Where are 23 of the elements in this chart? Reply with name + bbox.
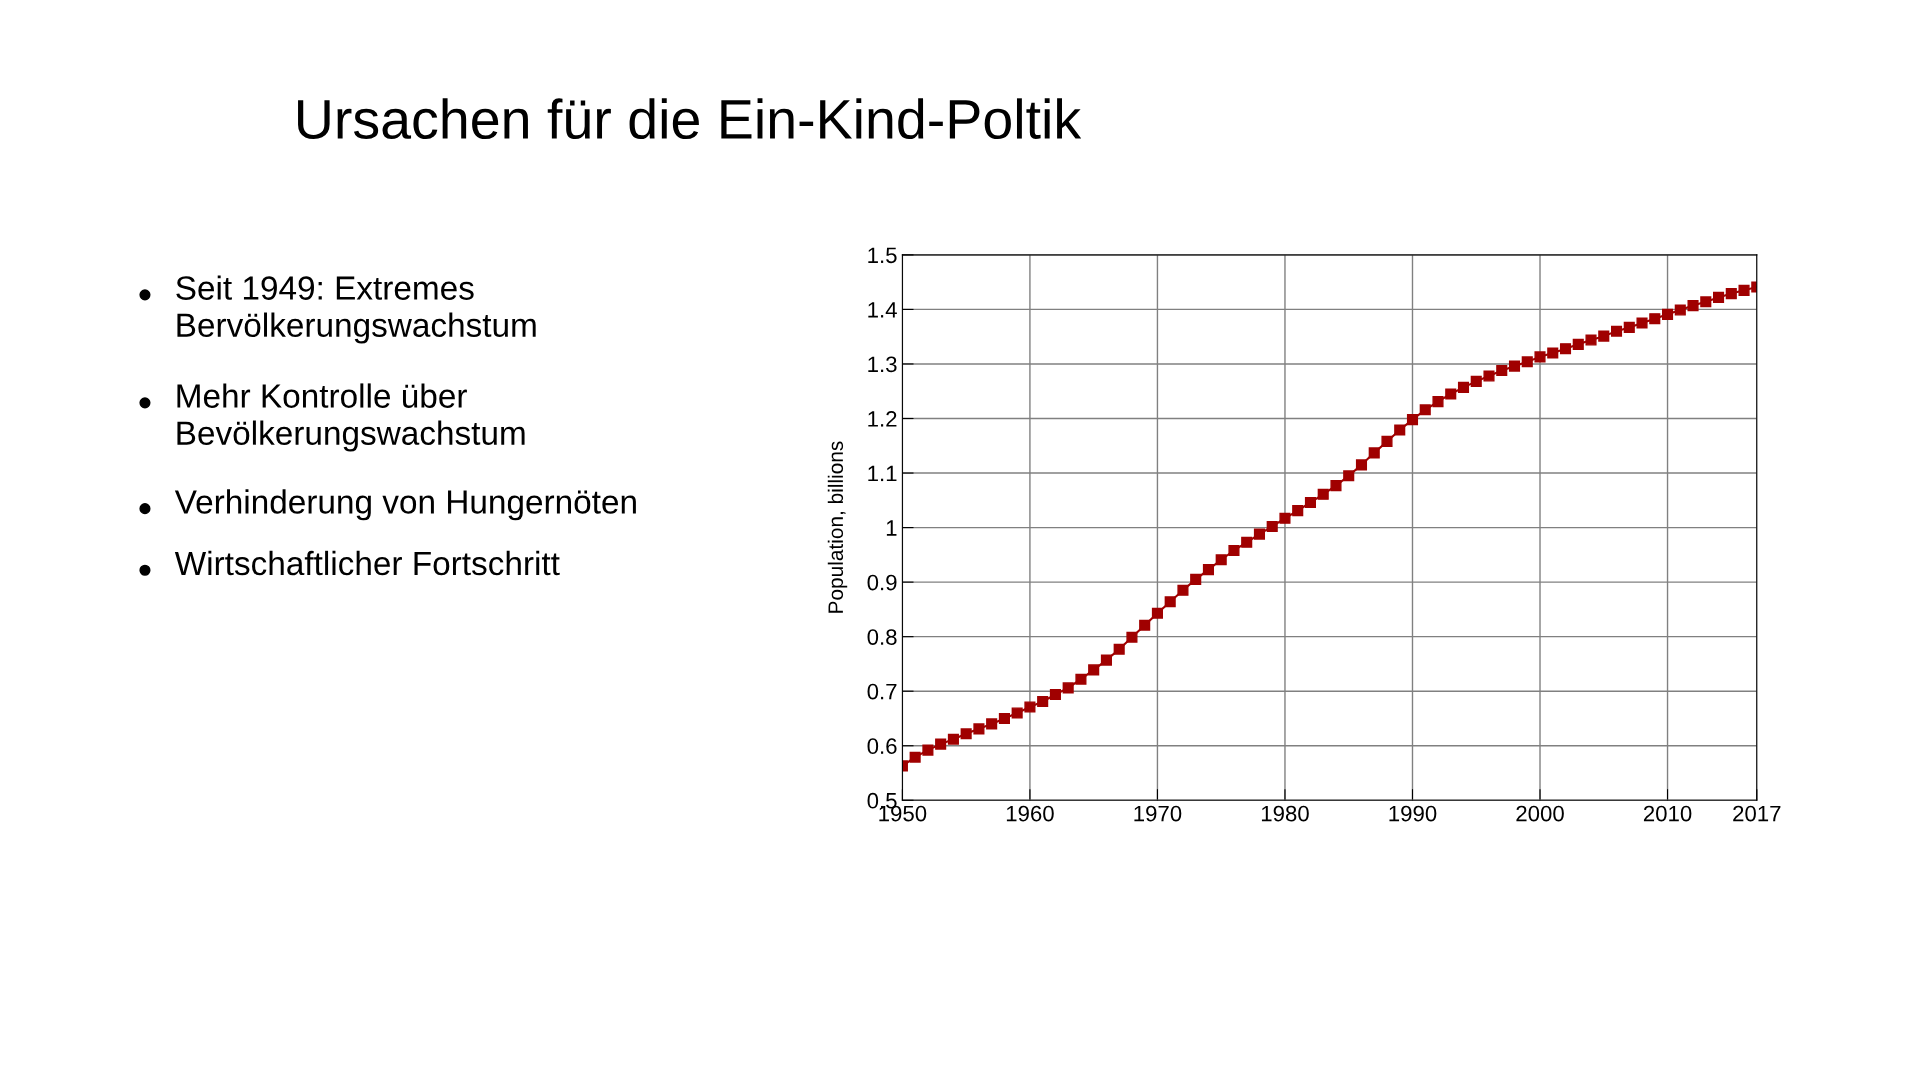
y-tick-label: 0.9 — [867, 574, 897, 591]
y-tick-label: 0.7 — [867, 683, 897, 700]
text: Seit 1949: Extremes Bervölkerungswachstum — [176, 275, 536, 344]
x-tick-label: 1990 — [1389, 805, 1437, 822]
y-tick-label: 1.2 — [868, 411, 897, 427]
text: Mehr Kontrolle über Bevölkerungswachstum — [177, 383, 525, 452]
text: Verhinderung von Hungernöten — [174, 489, 636, 521]
y-axis-title: Population, billions — [827, 441, 848, 613]
x-tick-label: 1980 — [1261, 805, 1309, 822]
x-tick-label: 2000 — [1516, 805, 1564, 822]
x-tick-label: 2010 — [1643, 805, 1692, 822]
y-tick-label: 1.5 — [868, 247, 897, 264]
y-tick-label: 0.6 — [867, 738, 897, 755]
chart-title: Ursachen für die Ein-Kind-Poltik — [298, 98, 1082, 140]
x-tick-label: 1960 — [1006, 805, 1054, 822]
x-tick-label: 2017 — [1733, 805, 1781, 822]
x-tick-label: 1970 — [1134, 805, 1182, 822]
y-tick-label: 1.1 — [868, 465, 897, 482]
y-tick-label: 1 — [886, 520, 897, 536]
text: Wirtschaftlicher Fortschritt — [174, 550, 560, 576]
y-tick-label: 1.4 — [868, 302, 897, 318]
y-tick-label: 0.8 — [867, 629, 897, 645]
y-tick-label: 1.3 — [868, 356, 897, 373]
